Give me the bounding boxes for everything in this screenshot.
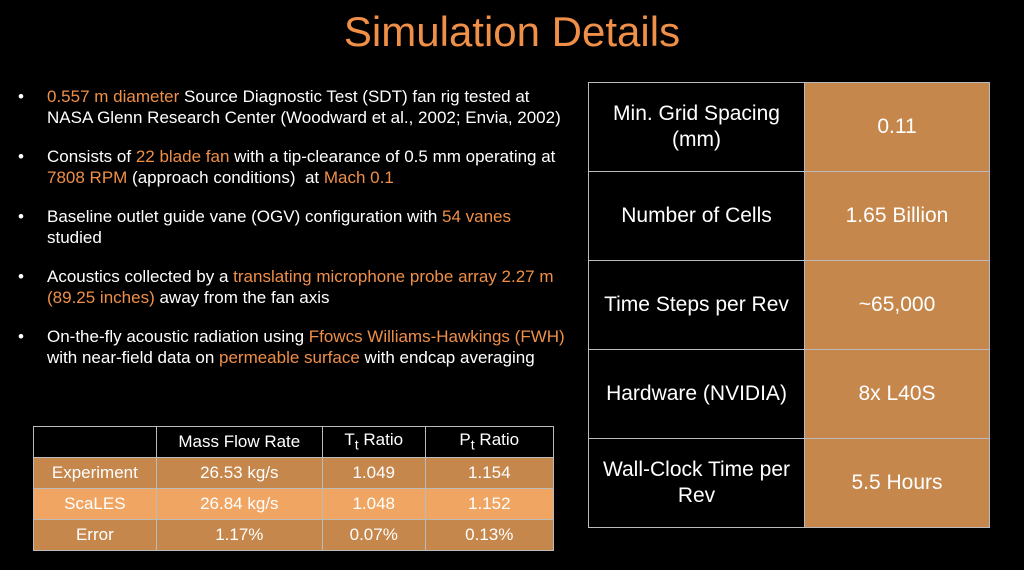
bullet: On-the-fly acoustic radiation using Ffow… [18, 326, 570, 368]
highlight-text: translating microphone probe array 2.27 … [47, 267, 559, 307]
bullet-text: On-the-fly acoustic radiation using [47, 327, 309, 346]
bullet: Acoustics collected by a translating mic… [18, 266, 570, 308]
bullet-text: Acoustics collected by a [47, 267, 234, 286]
detail-label: Hardware (NVIDIA) [588, 349, 805, 439]
results-table: Mass Flow Rate Tt Ratio Pt Ratio Experimen… [33, 426, 555, 551]
row-label: ScaLES [33, 488, 157, 520]
row-label: Experiment [33, 457, 157, 489]
detail-row: Hardware (NVIDIA) 8x L40S [588, 349, 990, 439]
highlight-text: Ffowcs Williams-Hawkings (FWH) [308, 327, 565, 346]
header-text: Ratio [358, 430, 404, 450]
detail-value: ~65,000 [804, 260, 990, 350]
slide-title: Simulation Details [343, 8, 681, 55]
bullet-text: with a tip-clearance of 0.5 mm operating… [229, 147, 561, 166]
detail-row: Number of Cells 1.65 Billion [588, 171, 990, 261]
highlight-text: 22 blade fan [135, 147, 230, 166]
table-row: ScaLES 26.84 kg/s 1.048 1.152 [33, 488, 555, 520]
corner-cell [33, 426, 157, 458]
column-header: Pt Ratio [424, 426, 555, 458]
table-cell: 1.049 [321, 457, 426, 489]
table-row: Error 1.17% 0.07% 0.13% [33, 519, 555, 551]
table-cell: 26.84 kg/s [155, 488, 323, 520]
detail-value: 0.11 [804, 82, 990, 172]
table-cell: 1.152 [424, 488, 555, 520]
header-text: Ratio [474, 430, 520, 450]
header-subscript: t [470, 437, 475, 454]
detail-label: Time Steps per Rev [588, 260, 805, 350]
bullet-text: Source Diagnostic Test (SDT) fan rig tes… [47, 87, 561, 127]
bullet-text: Consists of [47, 147, 136, 166]
highlight-text: 54 vanes [442, 207, 512, 226]
header-row: Mass Flow Rate Tt Ratio Pt Ratio [33, 426, 555, 458]
table-cell: 26.53 kg/s [155, 457, 323, 489]
bullet: Consists of 22 blade fan with a tip-clea… [18, 146, 570, 188]
detail-row: Wall-Clock Time per Rev 5.5 Hours [588, 438, 990, 528]
highlight-text: 0.557 m diameter [47, 87, 180, 106]
detail-label: Wall-Clock Time per Rev [588, 438, 805, 528]
bullet-text: (approach conditions) at [127, 168, 324, 187]
table-cell: 0.13% [424, 519, 555, 551]
bullet-text: studied [47, 207, 516, 247]
bullet-text: with near-field data on [47, 327, 570, 367]
row-label: Error [33, 519, 157, 551]
table-cell: 1.154 [424, 457, 555, 489]
detail-value: 5.5 Hours [804, 438, 990, 528]
header-text: T [344, 430, 355, 450]
bullet: 0.557 m diameter Source Diagnostic Test … [18, 86, 570, 128]
bullet-text: with endcap averaging [359, 348, 535, 367]
detail-row: Min. Grid Spacing (mm) 0.11 [588, 82, 990, 172]
header-text: Mass Flow Rate [178, 432, 301, 451]
highlight-text: Mach 0.1 [323, 168, 394, 187]
detail-value: 8x L40S [804, 349, 990, 439]
bullet-text: Baseline outlet guide vane (OGV) configu… [47, 207, 443, 226]
header-text: P [459, 430, 471, 450]
highlight-text: 7808 RPM [47, 168, 128, 187]
details-table: Min. Grid Spacing (mm) 0.11 Number of Cell… [588, 82, 990, 528]
header-subscript: t [354, 437, 359, 454]
column-header: Tt Ratio [321, 426, 426, 458]
table-cell: 0.07% [321, 519, 426, 551]
detail-row: Time Steps per Rev ~65,000 [588, 260, 990, 350]
bullet: Baseline outlet guide vane (OGV) configu… [18, 206, 570, 248]
table-row: Experiment 26.53 kg/s 1.049 1.154 [33, 457, 555, 489]
column-header: Mass Flow Rate [155, 426, 323, 458]
highlight-text: permeable surface [219, 348, 360, 367]
table-cell: 1.17% [155, 519, 323, 551]
table-cell: 1.048 [321, 488, 426, 520]
detail-value: 1.65 Billion [804, 171, 990, 261]
detail-label: Number of Cells [588, 171, 805, 261]
bullet-text: away from the fan axis [154, 288, 330, 307]
detail-label: Min. Grid Spacing (mm) [588, 82, 805, 172]
bullet-list: 0.557 m diameter Source Diagnostic Test … [18, 86, 570, 386]
